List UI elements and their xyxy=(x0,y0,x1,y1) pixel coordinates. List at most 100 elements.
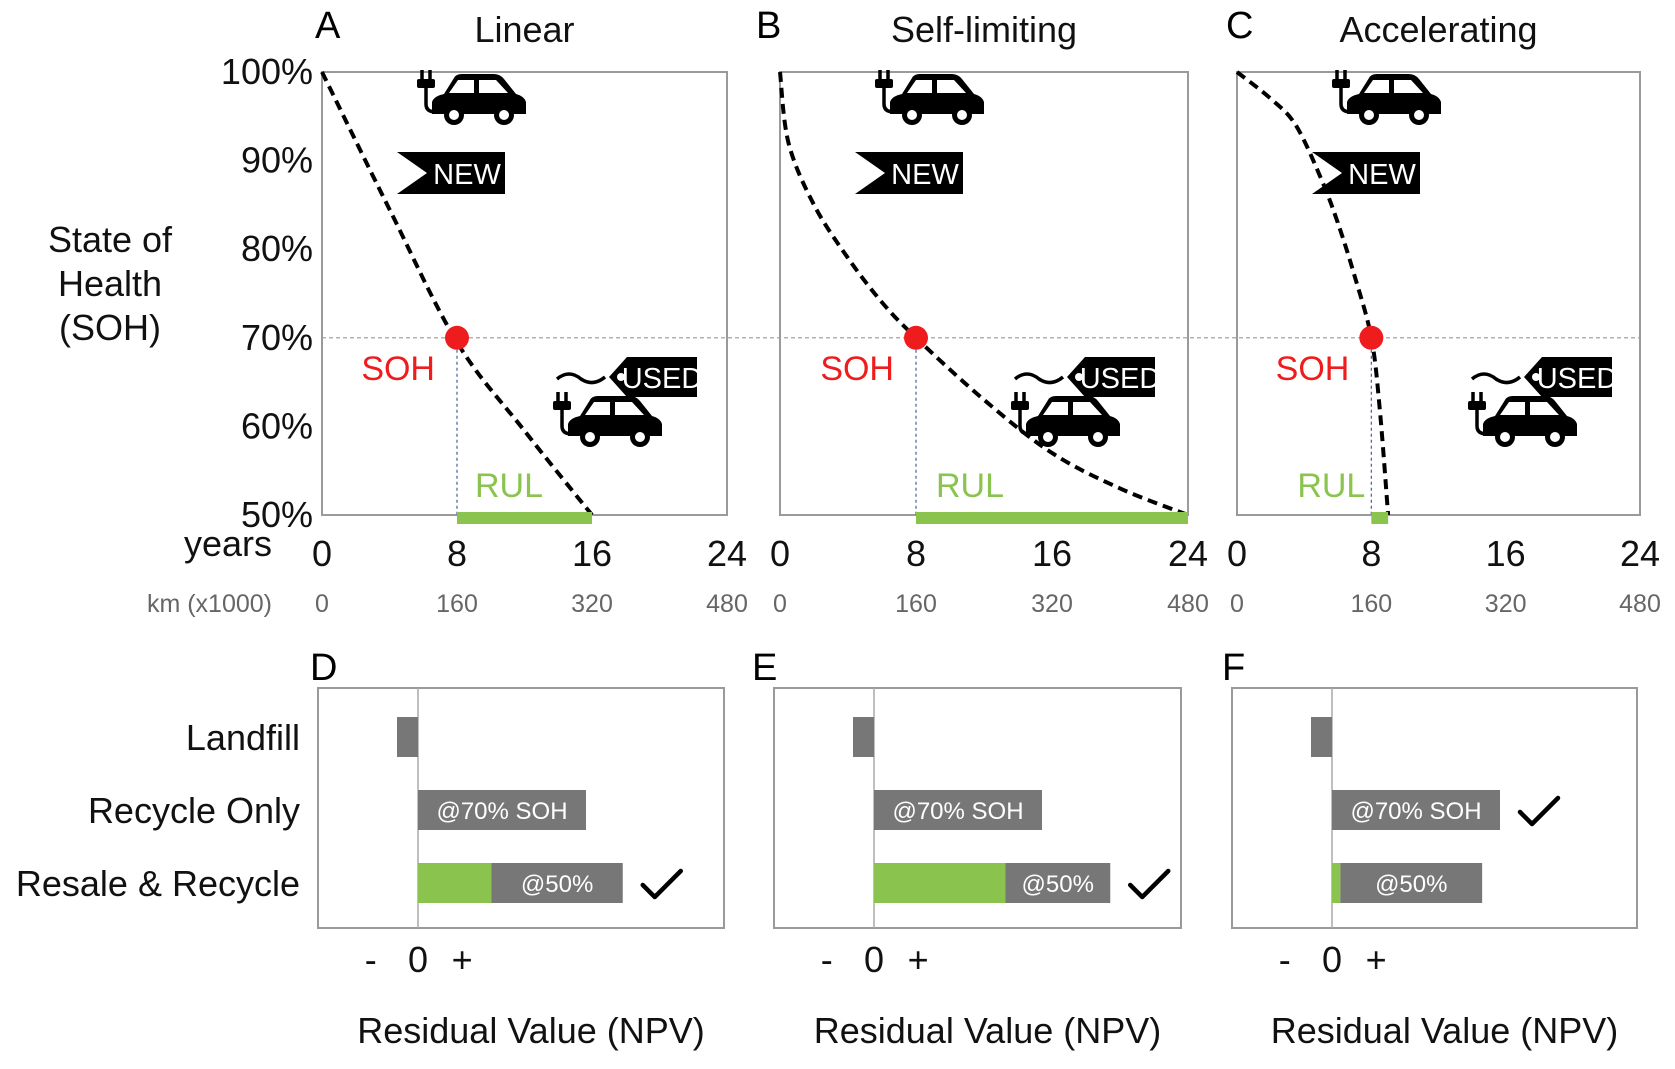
bar-value-label: @70% SOH xyxy=(1350,798,1481,825)
new-tag-label: NEW xyxy=(433,159,501,191)
rul-label: RUL xyxy=(936,467,1004,505)
recycle-value-bar xyxy=(1005,863,1111,903)
km-tick-label: 0 xyxy=(773,590,787,618)
used-tag-label: USED xyxy=(1080,363,1161,395)
panel-letter: A xyxy=(315,5,341,47)
y-axis-title-line: (SOH) xyxy=(59,307,161,348)
npv-tick-label: 0 xyxy=(1322,939,1342,980)
panel-letter: E xyxy=(752,647,777,689)
soh-label: SOH xyxy=(820,350,894,388)
bar-value-label: @50% xyxy=(1022,871,1094,898)
ev-car-icon xyxy=(1330,68,1443,127)
recycle-value-bar xyxy=(491,863,623,903)
plot-frame xyxy=(773,687,1182,929)
npv-axis-label: Residual Value (NPV) xyxy=(1271,1010,1618,1051)
year-tick-label: 8 xyxy=(906,533,926,574)
soh-marker xyxy=(904,325,928,350)
soh-tick-label: 60% xyxy=(241,405,313,446)
bar-value-label: @50% xyxy=(1375,871,1447,898)
npv-tick-label: 0 xyxy=(864,939,884,980)
km-tick-label: 160 xyxy=(895,590,937,618)
recycle-value-bar xyxy=(1332,790,1500,830)
y-axis-title-line: Health xyxy=(58,263,162,304)
soh-degradation-curve xyxy=(778,71,1189,517)
year-tick-label: 24 xyxy=(1620,533,1660,574)
bar-value-label: @70% SOH xyxy=(436,798,567,825)
resale-value-bar xyxy=(1332,863,1341,903)
rul-bar xyxy=(1371,512,1389,524)
km-tick-label: 480 xyxy=(1167,590,1209,618)
soh-tick-label: 70% xyxy=(241,317,313,358)
soh-tick-labels: 100% 90% 80% 70% 60% 50% xyxy=(221,51,313,535)
bar-category-labels: Landfill Recycle Only Resale & Recycle xyxy=(16,717,300,904)
y-axis-title: State of Health (SOH) xyxy=(48,219,173,348)
year-tick-label: 16 xyxy=(1032,533,1072,574)
year-tick-label: 16 xyxy=(572,533,612,574)
bar-category-label: Resale & Recycle xyxy=(16,863,300,904)
npv-axis-label: Residual Value (NPV) xyxy=(357,1010,704,1051)
resale-value-bar xyxy=(418,863,492,903)
npv-tick-label: - xyxy=(1279,939,1291,980)
recycle-value-bar xyxy=(874,790,1042,830)
check-mark-icon xyxy=(1130,871,1168,897)
ev-car-icon xyxy=(873,68,986,127)
soh-label: SOH xyxy=(361,350,435,388)
new-tag-label: NEW xyxy=(891,159,959,191)
rul-bar xyxy=(916,512,1188,524)
soh-tick-label: 100% xyxy=(221,51,313,92)
km-tick-label: 0 xyxy=(1230,590,1244,618)
degradation-panel-B: B Self-limiting NEW USED SOH RUL 0 8 16 24 0 160 320… xyxy=(756,5,1209,618)
year-tick-label: 0 xyxy=(312,533,332,574)
km-tick-label: 320 xyxy=(571,590,613,618)
ev-car-icon xyxy=(1466,390,1579,449)
year-tick-label: 24 xyxy=(1168,533,1208,574)
ev-car-icon xyxy=(1009,390,1122,449)
check-mark-icon xyxy=(643,871,681,897)
panel-letter: F xyxy=(1222,647,1245,689)
rul-label: RUL xyxy=(475,467,543,505)
panel-letter: B xyxy=(756,5,781,47)
resale-value-bar xyxy=(874,863,1006,903)
npv-tick-label: + xyxy=(452,939,473,980)
new-tag-label: NEW xyxy=(1348,159,1416,191)
plot-frame xyxy=(779,71,1189,516)
soh-label: SOH xyxy=(1276,350,1350,388)
ev-car-icon xyxy=(415,68,528,127)
year-tick-label: 8 xyxy=(1361,533,1381,574)
panel-title: Linear xyxy=(474,9,574,50)
recycle-value-bar xyxy=(1340,863,1483,903)
recycle-value-bar xyxy=(853,717,874,757)
npv-tick-label: - xyxy=(821,939,833,980)
years-axis-label: years xyxy=(184,523,272,564)
year-tick-label: 16 xyxy=(1486,533,1526,574)
year-tick-label: 0 xyxy=(770,533,790,574)
icon-group: NEW USED xyxy=(1312,68,1618,449)
npv-axis-label: Residual Value (NPV) xyxy=(814,1010,1161,1051)
rul-label: RUL xyxy=(1297,467,1365,505)
icon-group: NEW USED xyxy=(397,68,702,449)
panel-title: Self-limiting xyxy=(891,9,1077,50)
npv-tick-label: - xyxy=(365,939,377,980)
residual-value-panels: D@70% SOH@50%- 0 +Residual Value (NPV)E@70… xyxy=(310,647,1638,1051)
km-tick-label: 320 xyxy=(1485,590,1527,618)
npv-tick-label: 0 xyxy=(408,939,428,980)
npv-tick-label: + xyxy=(1366,939,1387,980)
km-axis-label: km (x1000) xyxy=(147,590,272,618)
km-tick-label: 0 xyxy=(315,590,329,618)
recycle-value-bar xyxy=(1311,717,1332,757)
km-tick-label: 160 xyxy=(436,590,478,618)
soh-tick-label: 90% xyxy=(241,140,313,181)
ev-car-icon xyxy=(551,390,664,449)
bar-value-label: @70% SOH xyxy=(892,798,1023,825)
panel-letter: C xyxy=(1226,5,1253,47)
year-tick-label: 24 xyxy=(707,533,747,574)
bar-category-label: Recycle Only xyxy=(88,790,300,831)
bar-value-label: @50% xyxy=(521,871,593,898)
icon-group: NEW USED xyxy=(855,68,1161,449)
used-tag-label: USED xyxy=(1537,363,1618,395)
degradation-panel-C: C Accelerating NEW USED SOH RUL 0 8 16 24 0 160 320 4… xyxy=(1226,5,1661,618)
plot-frame xyxy=(1231,687,1638,929)
panel-title: Accelerating xyxy=(1339,9,1537,50)
